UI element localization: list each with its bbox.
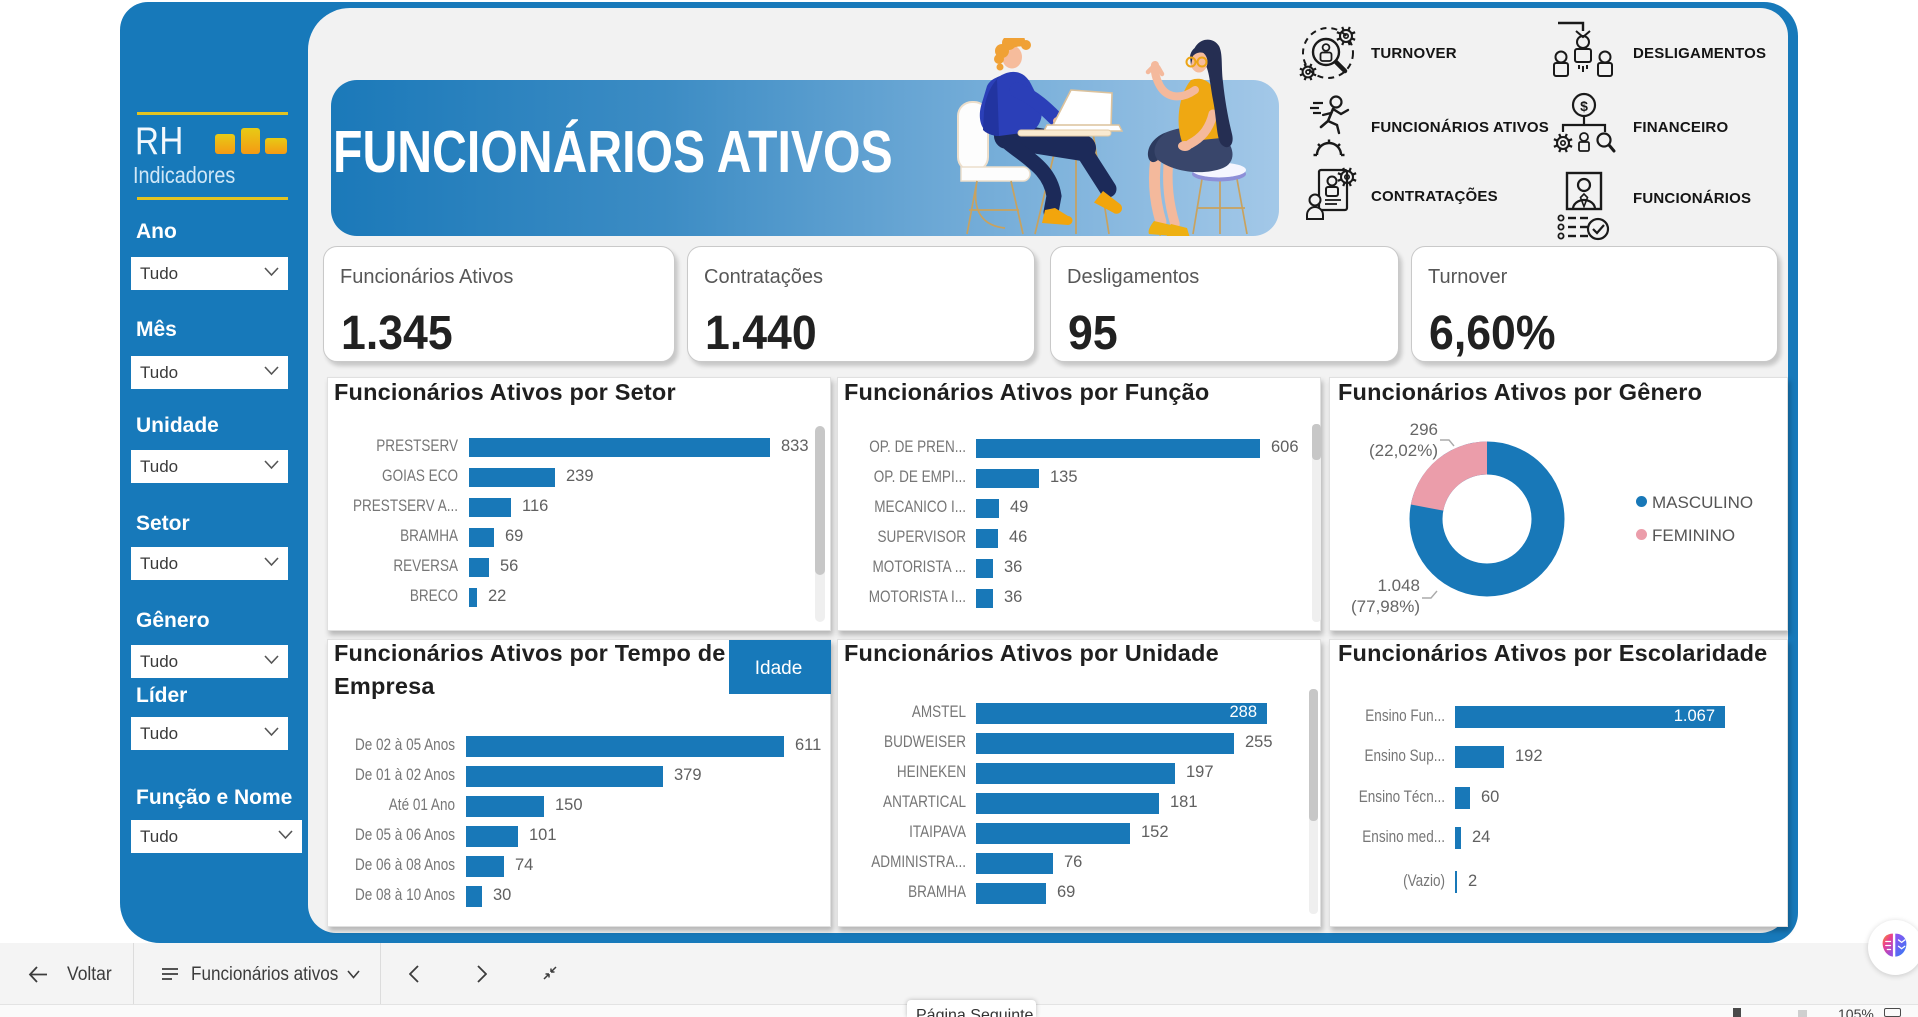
svg-text:$: $ [1580, 98, 1588, 114]
